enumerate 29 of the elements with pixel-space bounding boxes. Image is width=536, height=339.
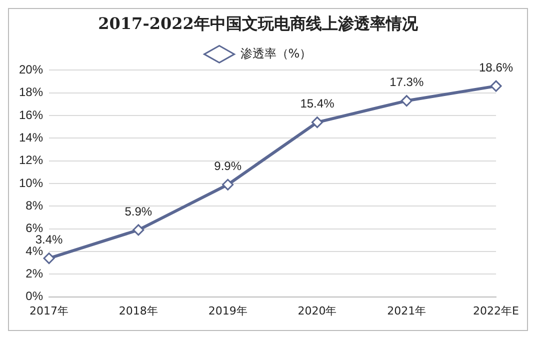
x-tick-label: 2017年 <box>30 304 69 318</box>
x-tick-label: 2018年 <box>118 304 158 318</box>
x-tick-label: 2022年E <box>473 304 520 318</box>
y-tick-label: 0% <box>26 289 44 304</box>
y-tick-label: 18% <box>18 85 44 100</box>
x-tick-label: 2021年 <box>387 304 426 318</box>
point <box>43 252 55 264</box>
y-tick-label: 10% <box>18 176 44 190</box>
point <box>490 80 502 92</box>
data-label: 5.9% <box>124 204 152 218</box>
legend-label: 渗透率（%） <box>240 46 312 60</box>
data-label: 15.4% <box>300 96 335 111</box>
y-tick-label: 12% <box>18 153 44 168</box>
point <box>311 116 323 128</box>
data-label: 18.6% <box>479 60 514 74</box>
x-tick-label: 2020年 <box>298 304 337 318</box>
chart-title: 2017-2022年中国文玩电商线上渗透率情况 <box>98 14 419 33</box>
point <box>400 95 412 107</box>
y-tick-label: 2% <box>26 266 44 280</box>
y-tick-label: 16% <box>18 108 44 122</box>
point <box>132 224 144 236</box>
y-tick-label: 20% <box>18 62 44 77</box>
y-tick-label: 14% <box>18 130 44 144</box>
y-tick-label: 8% <box>26 198 44 212</box>
data-label: 17.3% <box>390 75 424 90</box>
x-tick-label: 2019年 <box>208 304 248 318</box>
y-tick-label: 6% <box>26 221 44 236</box>
data-label: 9.9% <box>214 158 242 173</box>
point <box>222 178 234 190</box>
